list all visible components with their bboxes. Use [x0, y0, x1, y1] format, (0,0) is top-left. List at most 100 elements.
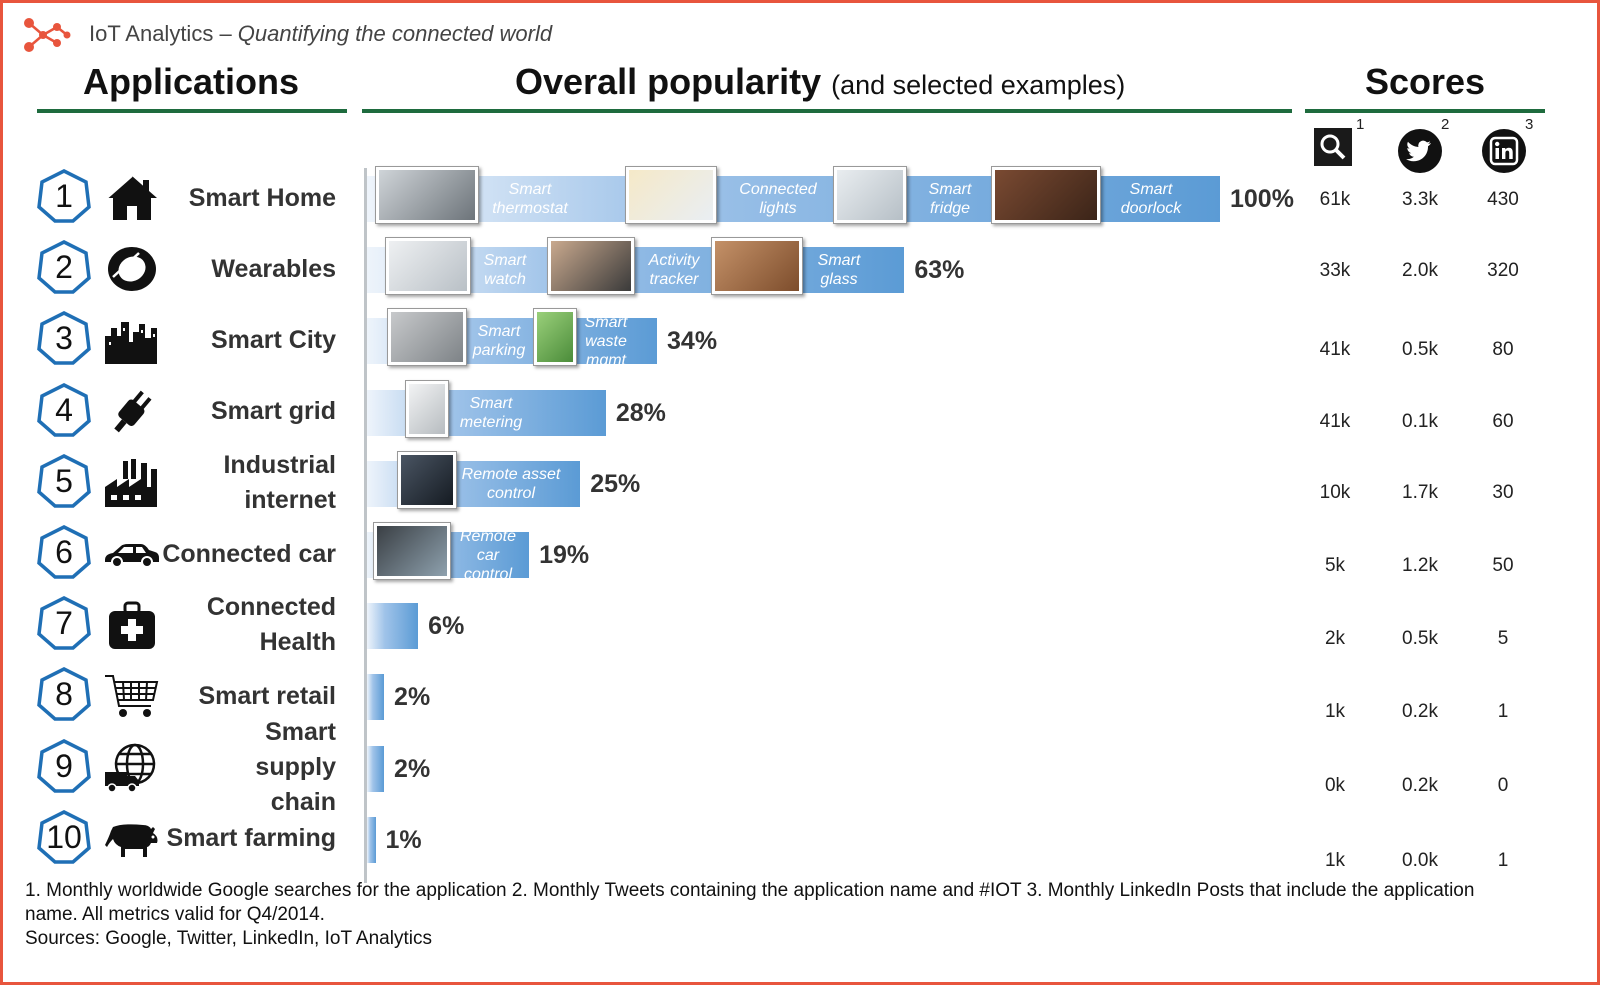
brand-tagline: Quantifying the connected world	[237, 21, 553, 46]
scores-heading: Scores	[1365, 61, 1486, 102]
score-value: 1k	[1324, 701, 1346, 723]
score-value: 2k	[1324, 628, 1346, 650]
car-icon	[103, 528, 161, 580]
example-label: Smart fridge	[928, 181, 972, 217]
application-row: 6 Connected car 19% Remote car control 5k 1.2…	[3, 519, 1597, 589]
score-value: 41k	[1319, 410, 1351, 432]
rank-number: 5	[55, 462, 73, 499]
rank-number: 2	[55, 249, 73, 286]
doorlock-photo	[991, 166, 1101, 224]
application-row: 1 Smart Home 100% Smart thermostat Connected…	[3, 163, 1597, 233]
application-row: 7 Connected Health 6% 2k 0.5k 5	[3, 590, 1597, 660]
score-head-twitter: 2	[1397, 116, 1449, 179]
example-label: Connected lights	[739, 181, 817, 217]
score-value: 10k	[1319, 481, 1351, 503]
popularity-title: Overall popularity	[515, 61, 822, 102]
example-label: Smart waste mgmt	[584, 313, 628, 369]
example-label: Smart metering	[459, 394, 523, 431]
score-value: 30	[1492, 481, 1514, 503]
thermostat-photo	[375, 166, 479, 224]
popularity-bar	[367, 745, 385, 792]
example-label: Smart watch	[483, 252, 527, 289]
tracker-photo	[547, 237, 635, 296]
watch-photo	[385, 237, 471, 296]
footnote-definitions: 1. Monthly worldwide Google searches for…	[25, 880, 1475, 925]
rank-number: 4	[55, 391, 73, 428]
score-value: 0.1k	[1402, 410, 1438, 432]
score-value: 0	[1497, 774, 1509, 796]
score-value: 1k	[1324, 849, 1346, 871]
score-value: 320	[1487, 260, 1519, 282]
score-value: 0.5k	[1402, 339, 1438, 361]
globe-truck-icon	[103, 742, 161, 794]
score-value: 0.2k	[1402, 701, 1438, 723]
popularity-value-label: 6%	[428, 612, 465, 641]
application-name: Wearables	[211, 254, 336, 283]
bulbs-photo	[625, 166, 717, 224]
rank-number: 7	[55, 605, 73, 642]
popularity-value-label: 19%	[539, 541, 590, 569]
popularity-heading: Overall popularity (and selected example…	[515, 61, 1125, 103]
fridge-photo	[833, 166, 907, 224]
popularity-bar	[367, 816, 376, 863]
rank-badge: 4	[37, 382, 91, 437]
score-value: 1.2k	[1402, 555, 1438, 576]
popularity-bar	[367, 603, 419, 650]
cow-icon	[103, 813, 161, 865]
score-value: 41k	[1319, 339, 1351, 361]
footnote-marker: 1	[1356, 116, 1365, 133]
score-value: 0.5k	[1402, 628, 1438, 650]
example-label: Remote car control	[459, 527, 517, 583]
application-row: 8 Smart retail 2% 1k 0.2k 1	[3, 661, 1597, 731]
score-value: 430	[1487, 189, 1519, 210]
rank-number: 6	[55, 534, 73, 570]
application-name: Smart City	[210, 325, 336, 354]
score-value: 50	[1492, 555, 1514, 576]
example-label: Smart glass	[817, 252, 861, 289]
bar-axis-line	[364, 168, 367, 883]
popularity-value-label: 63%	[914, 256, 965, 285]
house-icon	[103, 172, 161, 224]
score-value: 0k	[1324, 774, 1346, 796]
brand-line: IoT Analytics – Quantifying the connecte…	[89, 21, 552, 47]
score-value: 5k	[1324, 555, 1346, 576]
application-name: Connected car	[162, 539, 336, 568]
application-name: Connected Health	[206, 593, 336, 657]
application-row: 10 Smart farming 1% 1k 0.0k 1	[3, 804, 1597, 874]
popularity-value-label: 2%	[394, 754, 431, 783]
rank-badge: 8	[37, 667, 91, 722]
popularity-value-label: 1%	[385, 825, 422, 854]
application-row: 9 Smart supply chain 2% 0k 0.2k 0	[3, 718, 1597, 816]
application-name: Smart retail	[198, 681, 336, 710]
rank-number: 3	[55, 320, 73, 357]
popularity-value-label: 2%	[394, 683, 431, 712]
popularity-value-label: 28%	[615, 398, 666, 427]
score-value: 60	[1492, 410, 1514, 432]
rank-number: 1	[55, 178, 73, 214]
rank-number: 9	[55, 747, 73, 784]
iot-analytics-logo-icon	[24, 18, 71, 52]
footnote: 1. Monthly worldwide Google searches for…	[25, 879, 1525, 951]
city-icon	[103, 314, 161, 366]
plug-icon	[103, 386, 161, 438]
score-head-linkedin: 3	[1481, 116, 1533, 179]
meter-photo	[405, 379, 449, 438]
example-label: Smart doorlock	[1120, 181, 1182, 217]
application-row: 4 Smart grid 28% Smart metering 41k 0.1k 60	[3, 377, 1597, 447]
rank-badge: 2	[37, 240, 91, 294]
rank-badge: 5	[37, 453, 91, 508]
popularity-subtitle: (and selected examples)	[831, 70, 1126, 100]
brand-name: IoT Analytics	[89, 21, 214, 46]
application-name: Smart Home	[188, 183, 336, 212]
linkedin-icon	[1482, 129, 1526, 173]
example-label: Remote asset control	[461, 465, 561, 502]
popularity-value-label: 25%	[590, 469, 641, 498]
cart-icon	[103, 670, 161, 722]
example-label: Smart thermostat	[492, 181, 568, 217]
control-room-photo	[397, 450, 457, 509]
footnote-marker: 3	[1525, 116, 1534, 133]
score-head-search: 1	[1314, 116, 1364, 171]
application-name: Smart farming	[166, 824, 336, 853]
medical-kit-icon	[103, 599, 161, 651]
